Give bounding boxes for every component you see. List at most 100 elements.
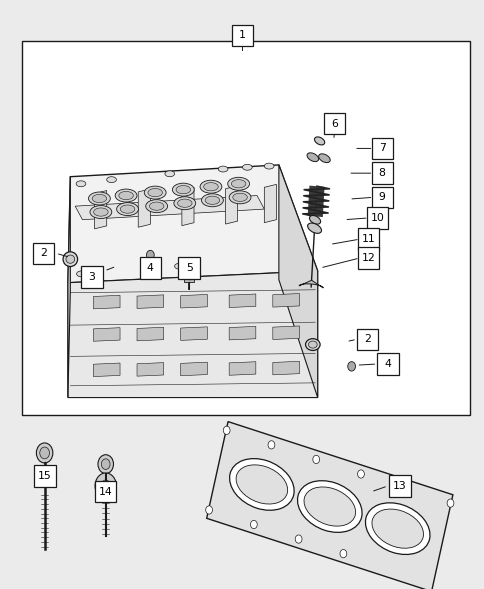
Ellipse shape [172,183,194,196]
Ellipse shape [306,153,318,161]
Circle shape [295,535,302,543]
Text: 3: 3 [89,272,95,282]
Circle shape [95,473,116,499]
FancyBboxPatch shape [366,207,387,229]
FancyBboxPatch shape [357,247,378,269]
Bar [22,41,469,415]
Ellipse shape [314,137,324,145]
Ellipse shape [93,208,108,216]
Circle shape [40,447,49,459]
Polygon shape [93,295,120,309]
FancyBboxPatch shape [81,266,103,287]
Ellipse shape [165,171,174,177]
Ellipse shape [318,154,330,163]
Ellipse shape [203,183,218,191]
Text: 12: 12 [361,253,375,263]
FancyBboxPatch shape [356,329,378,350]
Polygon shape [180,327,207,340]
Text: 15: 15 [38,471,52,481]
Ellipse shape [120,205,135,213]
Polygon shape [272,326,299,339]
Text: 2: 2 [40,249,47,258]
FancyBboxPatch shape [95,481,116,502]
Polygon shape [299,280,323,288]
Text: 10: 10 [370,213,383,223]
Polygon shape [206,422,452,589]
Ellipse shape [63,252,77,266]
FancyBboxPatch shape [371,138,392,159]
Circle shape [268,441,274,449]
Circle shape [347,362,355,371]
Ellipse shape [205,196,219,204]
Text: 4: 4 [384,359,391,369]
Polygon shape [182,187,194,226]
Ellipse shape [201,194,223,207]
Ellipse shape [227,177,249,190]
Polygon shape [136,327,164,341]
Ellipse shape [144,186,166,199]
FancyBboxPatch shape [139,257,161,279]
Ellipse shape [242,164,252,170]
Ellipse shape [148,188,162,197]
Ellipse shape [92,194,106,203]
Text: 4: 4 [147,263,153,273]
Text: 14: 14 [99,487,112,497]
Circle shape [357,470,363,478]
FancyBboxPatch shape [323,113,345,134]
Ellipse shape [264,163,273,169]
Text: 5: 5 [185,263,192,273]
FancyBboxPatch shape [357,229,378,250]
Polygon shape [228,294,255,307]
Ellipse shape [371,509,423,548]
FancyBboxPatch shape [377,353,398,375]
FancyBboxPatch shape [33,243,54,264]
Text: 1: 1 [239,31,245,40]
FancyBboxPatch shape [178,257,199,279]
Ellipse shape [305,339,319,350]
FancyBboxPatch shape [231,25,253,46]
Ellipse shape [176,186,190,194]
Text: 11: 11 [361,234,375,244]
Polygon shape [136,295,164,309]
Polygon shape [94,191,106,229]
Text: 9: 9 [378,193,385,202]
Circle shape [339,550,346,558]
Ellipse shape [173,197,195,210]
Polygon shape [272,361,299,375]
Ellipse shape [297,481,362,532]
FancyBboxPatch shape [183,270,194,282]
Ellipse shape [116,203,138,216]
Circle shape [98,455,113,474]
Ellipse shape [76,271,86,277]
Polygon shape [278,165,317,398]
Ellipse shape [364,503,429,554]
Ellipse shape [119,191,133,200]
Ellipse shape [149,202,164,210]
Circle shape [446,499,453,507]
Circle shape [250,521,257,529]
Ellipse shape [76,181,86,187]
Circle shape [36,443,53,463]
Ellipse shape [106,177,116,183]
Text: 8: 8 [378,168,385,178]
FancyBboxPatch shape [371,163,392,184]
Polygon shape [180,294,207,308]
Ellipse shape [232,193,247,201]
Text: 13: 13 [393,481,406,491]
FancyBboxPatch shape [389,475,410,497]
Circle shape [402,484,408,492]
Ellipse shape [115,189,136,202]
Ellipse shape [145,200,167,213]
Polygon shape [68,177,70,398]
Polygon shape [228,362,255,375]
Polygon shape [138,189,150,227]
Polygon shape [225,186,237,224]
Text: 2: 2 [363,335,370,344]
Circle shape [205,506,212,514]
Polygon shape [264,184,276,223]
Polygon shape [180,362,207,376]
Ellipse shape [66,255,75,263]
Ellipse shape [231,180,245,188]
Circle shape [312,455,319,464]
Ellipse shape [88,192,110,205]
